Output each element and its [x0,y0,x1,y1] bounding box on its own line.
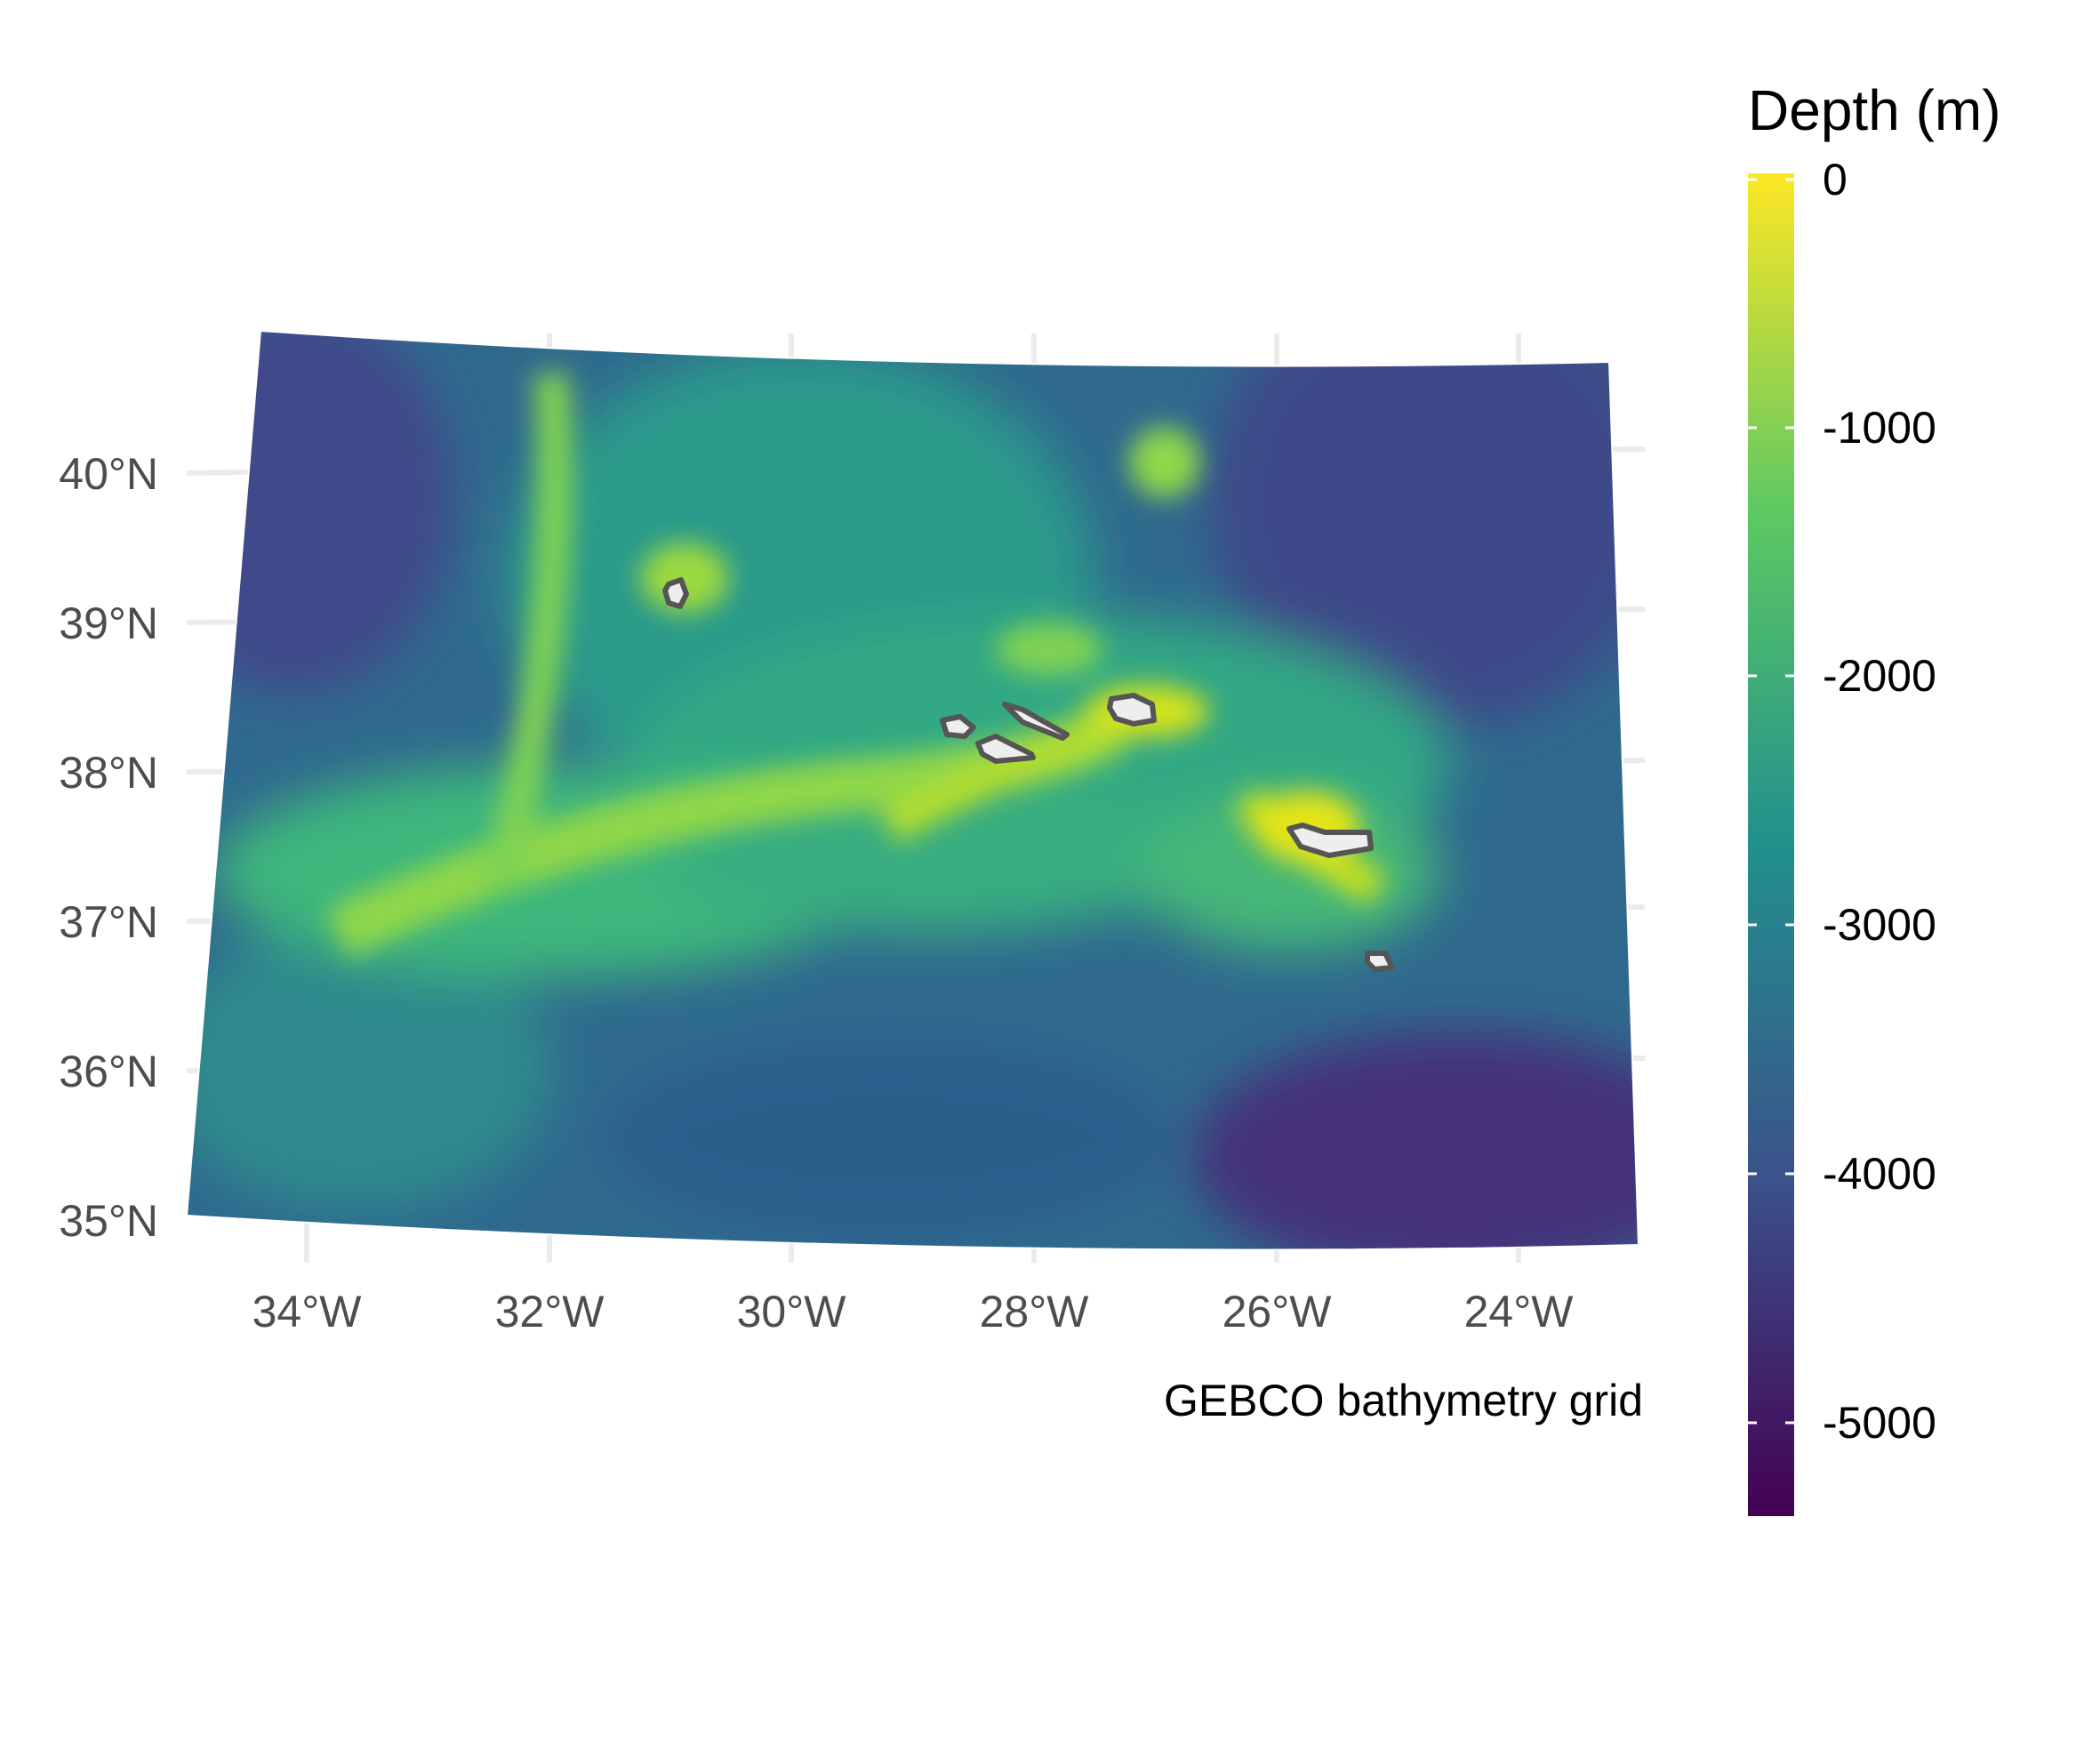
map-extent-outline [185,329,1640,1251]
legend-tick-label: -2000 [1823,651,1936,701]
bathymetry-raster [187,331,1639,1250]
legend-tick-label: -3000 [1823,900,1936,950]
map-caption: GEBCO bathymetry grid [1164,1376,1643,1425]
lon-tick-label: 34°W [252,1287,363,1337]
legend-tick-label: -4000 [1823,1149,1936,1199]
legend-ticks [1748,178,1794,1425]
lon-tick-label: 32°W [495,1287,605,1337]
latitude-axis: 35°N 36°N 37°N 38°N 39°N 40°N [59,449,158,1246]
depth-legend: Depth (m) 0 -1000 -2000 -3000 -4000 -500… [1748,78,2001,1516]
legend-tick-label: 0 [1823,155,1848,205]
legend-tick-label: -5000 [1823,1398,1936,1448]
lon-tick-label: 30°W [737,1287,847,1337]
lat-tick-label: 37°N [59,897,158,947]
lat-tick-label: 38°N [59,748,158,798]
legend-tick-label: -1000 [1823,403,1936,453]
lon-tick-label: 24°W [1464,1287,1575,1337]
lat-tick-label: 39°N [59,598,158,648]
azores-islands [662,577,1395,972]
lon-tick-label: 28°W [980,1287,1090,1337]
lat-tick-label: 40°N [59,449,158,499]
lat-tick-label: 36°N [59,1047,158,1096]
island-faial [940,714,976,739]
lat-tick-label: 35°N [59,1196,158,1246]
island-sao-jorge [1002,702,1070,741]
legend-colorbar [1748,173,1794,1516]
lon-tick-label: 26°W [1222,1287,1333,1337]
island-santa-maria [1365,951,1395,972]
island-terceira [1107,693,1157,726]
island-sao-miguel [1286,823,1374,858]
island-pico [975,734,1036,764]
legend-title: Depth (m) [1748,78,2001,142]
longitude-axis: 34°W 32°W 30°W 28°W 26°W 24°W [252,1287,1575,1337]
island-flores [662,577,689,609]
